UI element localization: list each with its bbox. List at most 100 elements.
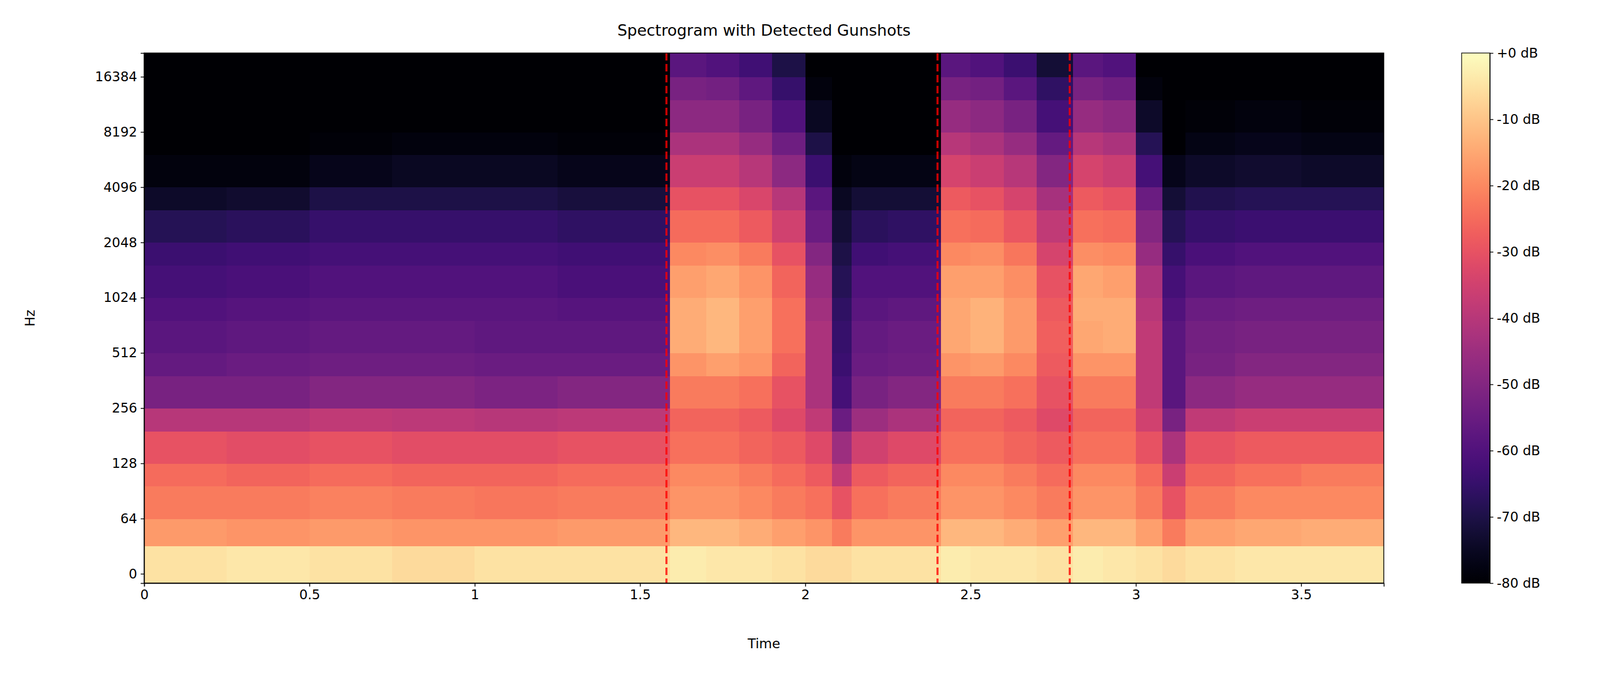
spectrogram-cell — [669, 408, 707, 432]
spectrogram-cell — [1003, 431, 1038, 465]
tick-mark — [1489, 53, 1494, 54]
spectrogram-cell — [226, 265, 310, 299]
spectrogram-cell — [557, 265, 671, 299]
spectrogram-cell — [144, 99, 228, 133]
spectrogram-cell — [1036, 242, 1074, 266]
tick-label: 0.5 — [299, 587, 321, 603]
spectrogram-cell — [226, 408, 310, 432]
tick-mark — [1300, 583, 1302, 587]
spectrogram-cell — [772, 132, 806, 156]
spectrogram-cell — [739, 320, 773, 354]
spectrogram-cell — [1003, 298, 1038, 322]
spectrogram-cell — [1003, 463, 1038, 487]
tick: +0 dB — [1489, 45, 1539, 61]
spectrogram-cell — [669, 463, 707, 487]
spectrogram-cell — [887, 187, 941, 211]
spectrogram-cell — [474, 242, 558, 266]
spectrogram-cell — [669, 375, 707, 409]
spectrogram-cell — [557, 242, 671, 266]
spectrogram-cell — [557, 76, 671, 100]
spectrogram-cell — [1235, 546, 1302, 584]
spectrogram-cell — [1073, 187, 1103, 211]
spectrogram-cell — [970, 99, 1004, 133]
spectrogram-cell — [887, 518, 941, 548]
spectrogram-cell — [970, 76, 1004, 100]
spectrogram-cell — [1073, 546, 1103, 584]
spectrogram-cell — [805, 53, 832, 78]
spectrogram-cell — [392, 76, 476, 100]
tick-label: -30 dB — [1496, 244, 1541, 260]
spectrogram-cell — [392, 132, 476, 156]
tick: 128 — [111, 456, 145, 472]
spectrogram-cell — [1102, 187, 1137, 211]
spectrogram-cell — [805, 431, 832, 465]
spectrogram-cell — [474, 76, 558, 100]
tick: 1 — [471, 583, 480, 603]
spectrogram-cell — [970, 187, 1004, 211]
plot-area — [144, 53, 1384, 584]
spectrogram-cell — [669, 518, 707, 548]
tick: 1024 — [103, 290, 145, 306]
spectrogram-cell — [851, 210, 889, 244]
spectrogram-cell — [1036, 518, 1074, 548]
spectrogram-cell — [226, 187, 310, 211]
spectrogram-cell — [1135, 463, 1163, 487]
spectrogram-cell — [309, 431, 393, 465]
spectrogram-cell — [309, 408, 393, 432]
spectrogram-cell — [144, 375, 228, 409]
spectrogram-cell — [144, 546, 228, 584]
spectrogram-cell — [970, 486, 1004, 520]
spectrogram-cell — [1102, 99, 1137, 133]
spectrogram-cell — [1185, 518, 1236, 548]
spectrogram-cell — [1162, 210, 1187, 244]
spectrogram-cell — [887, 546, 941, 584]
spectrogram-cell — [1301, 546, 1384, 584]
spectrogram-cell — [739, 463, 773, 487]
spectrogram-cell — [557, 155, 671, 188]
spectrogram-cell — [1235, 298, 1302, 322]
spectrogram-cell — [1073, 155, 1103, 188]
spectrogram-cell — [1036, 298, 1074, 322]
spectrogram-cell — [1162, 53, 1187, 78]
spectrogram-cell — [887, 298, 941, 322]
spectrogram-cell — [474, 375, 558, 409]
spectrogram-cell — [772, 298, 806, 322]
spectrogram-cell — [1102, 408, 1137, 432]
spectrogram-cell — [832, 431, 853, 465]
spectrogram-cell — [474, 53, 558, 78]
gunshot-line — [936, 53, 939, 584]
spectrogram-cell — [805, 265, 832, 299]
spectrogram-cell — [309, 375, 393, 409]
spectrogram-cell — [706, 352, 740, 376]
spectrogram-cell — [557, 99, 671, 133]
spectrogram-cell — [1036, 76, 1074, 100]
spectrogram-cell — [1301, 132, 1384, 156]
x-axis-title: Time — [747, 636, 781, 652]
spectrogram-cell — [832, 408, 853, 432]
spectrogram-cell — [309, 546, 393, 584]
spectrogram-cell — [474, 320, 558, 354]
spectrogram-cell — [474, 546, 558, 584]
spectrogram-cell — [772, 352, 806, 376]
spectrogram-cell — [970, 431, 1004, 465]
spectrogram-cell — [772, 53, 806, 78]
spectrogram-cell — [1301, 408, 1384, 432]
tick-mark — [140, 187, 145, 188]
spectrogram-cell — [1003, 486, 1038, 520]
spectrogram-cell — [940, 53, 971, 78]
spectrogram-cell — [1003, 375, 1038, 409]
spectrogram-cell — [772, 518, 806, 548]
spectrogram-cell — [144, 210, 228, 244]
spectrogram-cell — [1073, 375, 1103, 409]
spectrogram-cell — [851, 352, 889, 376]
tick: 512 — [111, 345, 145, 361]
spectrogram-cell — [739, 76, 773, 100]
spectrogram-cell — [940, 408, 971, 432]
spectrogram-cell — [474, 352, 558, 376]
spectrogram-cell — [1003, 546, 1038, 584]
spectrogram-cell — [1036, 53, 1074, 78]
tick-label: 4096 — [103, 179, 138, 195]
spectrogram-cell — [309, 265, 393, 299]
spectrogram-cell — [1235, 320, 1302, 354]
tick: 4096 — [103, 179, 145, 195]
